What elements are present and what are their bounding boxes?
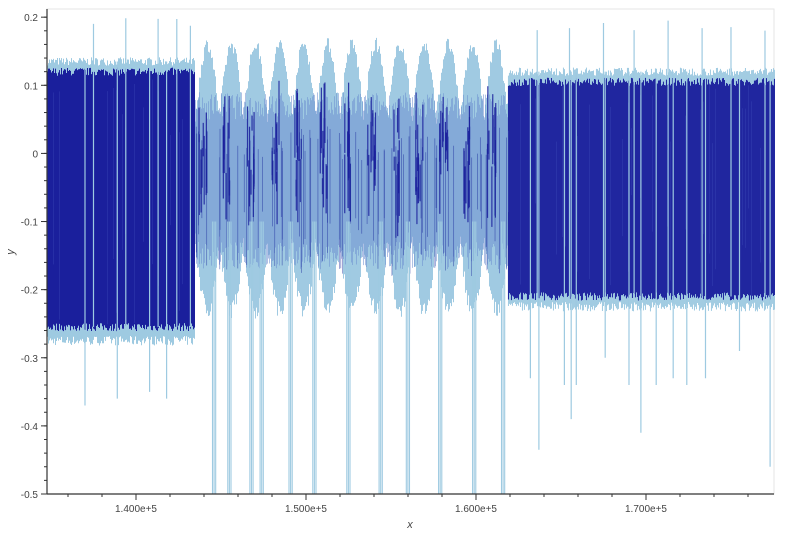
y-tick-label: -0.1 [21, 218, 39, 229]
y-tick-label: 0.2 [24, 13, 38, 24]
segment-3 [507, 20, 775, 467]
y-tick-label: -0.2 [21, 286, 39, 297]
y-tick-label: -0.4 [21, 422, 39, 433]
segment-1 [47, 18, 195, 406]
y-axis-label: y [5, 248, 17, 256]
x-tick-label: 1.700e+5 [625, 504, 667, 515]
x-tick-label: 1.400e+5 [115, 504, 157, 515]
x-tick-label: 1.500e+5 [285, 504, 327, 515]
x-axis-label: x [406, 519, 413, 531]
y-tick-label: 0.1 [24, 81, 38, 92]
data-series [47, 18, 775, 494]
segment-2 [194, 37, 508, 494]
y-tick-label: -0.3 [21, 354, 39, 365]
axes: 0.2 0.1 0 -0.1 -0.2 -0.3 -0.4 -0.5 1.400e+5 1.500… [21, 9, 774, 515]
y-tick-label: -0.5 [21, 490, 39, 501]
y-tick-label: 0 [32, 149, 38, 160]
x-tick-label: 1.600e+5 [455, 504, 497, 515]
